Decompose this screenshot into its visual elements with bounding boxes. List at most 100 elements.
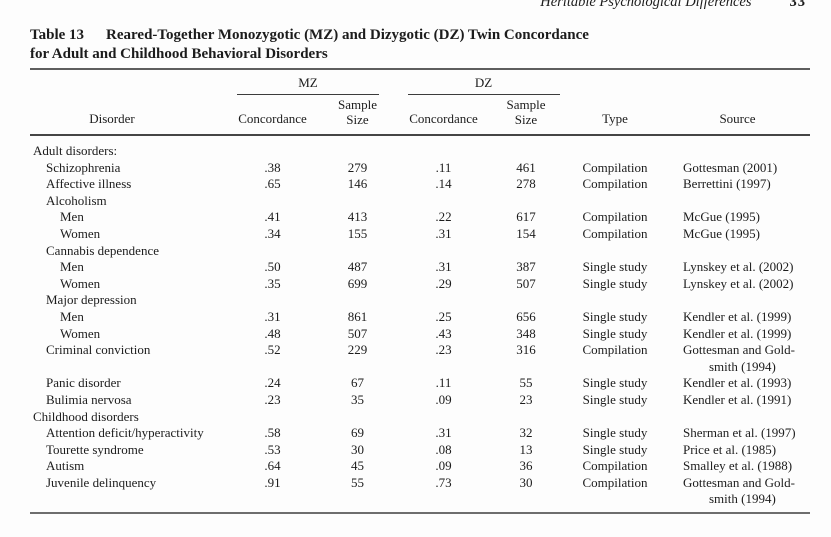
disorder-cell: Adult disorders:: [33, 143, 118, 158]
source-cell: Gottesman and Gold- smith (1994): [665, 474, 810, 515]
dz-concordance-cell: .14: [435, 176, 452, 192]
source-cell: Berrettini (1997): [683, 176, 771, 192]
type-cell: [565, 135, 665, 160]
disorder-cell: Women: [60, 225, 101, 241]
dz-sample-size-cell: 154: [516, 225, 536, 241]
mz-concordance-cell: .50: [264, 259, 281, 275]
source-cell: Kendler et al. (1999): [683, 325, 792, 341]
source-cell: Gottesman (2001): [683, 159, 778, 175]
type-cell: Compilation: [582, 342, 648, 358]
mz-group-label: MZ: [237, 75, 379, 95]
disorder-cell: Attention deficit/hyperactivity: [46, 425, 204, 441]
disorder-cell: Bulimia nervosa: [46, 391, 132, 407]
mz-sample-size-cell: 487: [347, 259, 368, 275]
table-row: Schizophrenia .38 279 .11 461 Compilation Gott…: [30, 160, 810, 177]
disorder-cell: Men: [60, 209, 84, 225]
dz-concordance-cell: [400, 135, 487, 160]
source-column-header: Source: [665, 95, 810, 136]
mz-sample-size-cell: 69: [351, 425, 364, 441]
type-cell: Single study: [582, 425, 648, 441]
mz-concordance-cell: [230, 292, 315, 309]
column-header-row: Disorder Concordance Sample Size Concord…: [30, 95, 810, 136]
table-caption-line1: Table 13 Reared-Together Monozygotic (MZ)…: [30, 26, 670, 45]
dz-concordance-cell: [400, 243, 487, 260]
type-cell: Single study: [582, 308, 648, 324]
dz-concordance-cell: .09: [435, 458, 452, 474]
mz-sample-size-cell: 155: [347, 225, 368, 241]
mz-concordance-cell: [230, 409, 315, 426]
dz-concordance-cell: .08: [435, 441, 452, 457]
dz-sample-size-cell: 387: [516, 259, 536, 275]
dz-sample-size-cell: 461: [516, 159, 536, 175]
dz-sample-size-cell: 316: [516, 342, 536, 358]
source-cell: Sherman et al. (1997): [683, 425, 796, 441]
table-row: Adult disorders:: [30, 135, 810, 160]
dz-concordance-cell: [400, 292, 487, 309]
dz-sample-size-cell: 30: [487, 474, 565, 515]
dz-group-header: DZ: [400, 69, 565, 95]
disorder-cell: Juvenile delinquency: [30, 474, 230, 515]
mz-concordance-cell: .53: [264, 441, 281, 457]
disorder-cell: Major depression: [46, 292, 137, 308]
source-cell: Kendler et al. (1991): [683, 391, 792, 407]
table-row: Cannabis dependence: [30, 243, 810, 260]
table-row: Men .31 861 .25 656 Single study Kendler et al…: [30, 309, 810, 326]
mz-concordance-cell: .35: [264, 275, 281, 291]
disorder-cell: Autism: [46, 458, 85, 474]
mz-sample-size-cell: 861: [347, 308, 368, 324]
mz-sample-size-cell: 146: [347, 176, 368, 192]
disorder-cell: Cannabis dependence: [46, 242, 159, 258]
mz-sample-size-cell: 67: [351, 375, 364, 391]
group-header-row: MZ DZ: [30, 69, 810, 95]
type-cell: Compilation: [582, 159, 648, 175]
dz-concordance-cell: .23: [435, 342, 452, 358]
dz-concordance-cell: .29: [435, 275, 452, 291]
table-row: Bulimia nervosa .23 35 .09 23 Single study Ken…: [30, 392, 810, 409]
dz-sample-size-cell: [487, 292, 565, 309]
type-cell: Single study: [582, 375, 648, 391]
source-cell: [665, 409, 810, 426]
dz-concordance-cell: .73: [400, 474, 487, 515]
mz-concordance-cell: [230, 135, 315, 160]
dz-sample-size-cell: [487, 409, 565, 426]
type-cell: [565, 292, 665, 309]
table-row: Tourette syndrome .53 30 .08 13 Single study P…: [30, 442, 810, 459]
dz-concordance-cell: .22: [435, 209, 452, 225]
disorder-cell: Affective illness: [46, 176, 132, 192]
page-number: 33: [789, 0, 806, 10]
source-cell: [665, 193, 810, 210]
source-cell: McGue (1995): [683, 209, 760, 225]
mz-concordance-cell: .58: [264, 425, 281, 441]
source-cell: [665, 292, 810, 309]
empty-header-cell: [565, 69, 665, 95]
table-header: MZ DZ Disorder Concordance Sample Size C…: [30, 69, 810, 136]
mz-concordance-cell: .52: [264, 342, 281, 358]
dz-concordance-cell: .31: [435, 259, 452, 275]
type-cell: Compilation: [582, 176, 648, 192]
mz-concordance-cell: .64: [264, 458, 281, 474]
source-cell: Lynskey et al. (2002): [683, 275, 794, 291]
source-cell: Lynskey et al. (2002): [683, 259, 794, 275]
mz-sample-size-cell: 35: [351, 391, 364, 407]
mz-sample-size-cell: [315, 243, 400, 260]
source-cell: Gottesman and Gold- smith (1994): [683, 342, 795, 374]
type-cell: Single study: [582, 391, 648, 407]
table-row: Autism .64 45 .09 36 Compilation Smalley et al…: [30, 458, 810, 475]
empty-header-cell: [30, 69, 230, 95]
mz-sample-size-column-header: Sample Size: [315, 95, 400, 136]
type-cell: Compilation: [582, 458, 648, 474]
mz-sample-size-cell: 699: [347, 275, 368, 291]
dz-sample-size-cell: 617: [516, 209, 536, 225]
dz-sample-size-cell: [487, 243, 565, 260]
table-body: Adult disorders: Schizophrenia .38 279 .11 46…: [30, 135, 810, 515]
dz-sample-size-cell: 278: [516, 176, 536, 192]
disorder-cell: Women: [60, 325, 101, 341]
type-column-header: Type: [565, 95, 665, 136]
dz-concordance-cell: .11: [435, 375, 452, 391]
type-cell: Compilation: [582, 209, 648, 225]
disorder-cell: Panic disorder: [46, 375, 121, 391]
disorder-cell: Tourette syndrome: [46, 441, 144, 457]
mz-sample-size-cell: 55: [315, 474, 400, 515]
type-cell: Single study: [582, 325, 648, 341]
mz-concordance-cell: [230, 193, 315, 210]
